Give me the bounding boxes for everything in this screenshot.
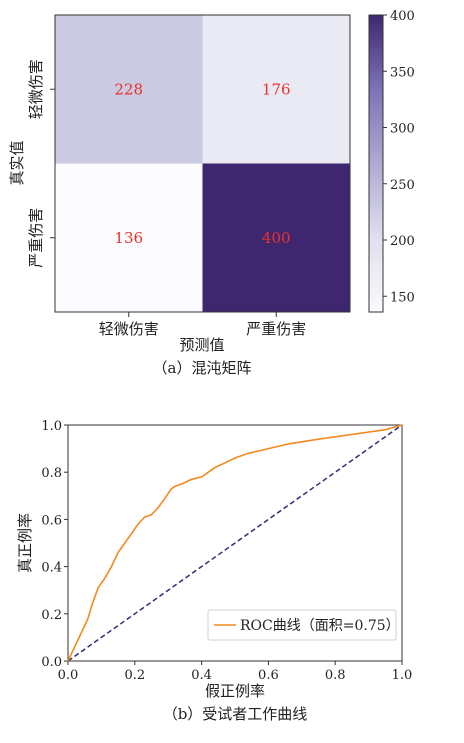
roc-plot-frame (67, 424, 403, 662)
heatmap-y-axis-label: 真实值 (8, 140, 26, 185)
roc-y-tick-label: 0.0 (41, 655, 62, 670)
heatmap-cell (55, 163, 203, 312)
heatmap-frame (54, 14, 351, 313)
heatmap-cell-value: 228 (114, 80, 143, 98)
roc-x-tick-label: 0.4 (191, 668, 212, 683)
heatmap-y-tick-label: 严重伤害 (27, 208, 45, 268)
heatmap-cell-value: 136 (114, 229, 143, 247)
roc-y-tick-label: 0.8 (41, 466, 62, 481)
colorbar-tick-label: 250 (390, 178, 415, 193)
roc-legend: ROC曲线（面积=0.75） (207, 609, 400, 641)
roc-y-ticks: 0.0 0.2 0.4 0.6 0.8 1.0 (41, 419, 68, 670)
heatmap-caption: （a）混沌矩阵 (153, 359, 252, 377)
roc-curve-line (67, 424, 403, 662)
roc-y-axis-label: 真正例率 (16, 513, 34, 573)
heatmap-x-tick-label: 轻微伤害 (99, 320, 159, 338)
colorbar-tick-label: 300 (390, 122, 415, 137)
heatmap-x-ticks: 轻微伤害 严重伤害 (99, 312, 306, 338)
colorbar-tick-label: 350 (390, 65, 415, 80)
roc-y-tick-label: 1.0 (41, 419, 62, 434)
diagonal-reference-line (67, 424, 403, 662)
roc-x-tick-label: 0.6 (258, 668, 279, 683)
heatmap-y-tick-label: 轻微伤害 (27, 59, 45, 119)
heatmap-cell (202, 163, 350, 312)
colorbar-tick-label: 200 (390, 234, 415, 249)
legend-label-roc: ROC曲线（面积=0.75） (240, 618, 400, 634)
heatmap-cell-value: 176 (262, 80, 291, 98)
heatmap-cell-value: 400 (262, 229, 291, 247)
colorbar (368, 14, 384, 313)
heatmap-x-axis-label: 预测值 (179, 336, 224, 354)
legend-box (207, 609, 397, 641)
colorbar-tick-label: 150 (390, 290, 415, 305)
roc-x-axis-label: 假正例率 (205, 682, 265, 700)
roc-y-tick-label: 0.4 (41, 561, 62, 576)
heatmap-cells: 228 176 136 400 (55, 15, 350, 312)
roc-y-tick-label: 0.6 (41, 513, 62, 528)
roc-y-tick-label: 0.2 (41, 608, 62, 623)
roc-caption: （b）受试者工作曲线 (163, 705, 308, 723)
roc-x-tick-label: 0.0 (58, 668, 79, 683)
roc-x-tick-label: 0.2 (124, 668, 145, 683)
roc-x-tick-label: 0.8 (325, 668, 346, 683)
roc-x-ticks: 0.0 0.2 0.4 0.6 0.8 1.0 (58, 661, 413, 683)
colorbar-tick-label: 400 (390, 9, 415, 24)
heatmap-x-tick-label: 严重伤害 (246, 320, 306, 338)
heatmap-cell (202, 15, 350, 164)
roc-chart: 0.0 0.2 0.4 0.6 0.8 1.0 0.0 0.2 0.4 0.6 0.8 1.0 假正… (16, 419, 412, 723)
colorbar-ticks: 150 200 250 300 350 400 (383, 9, 415, 305)
heatmap-cell (55, 15, 203, 164)
roc-series (67, 424, 403, 662)
roc-x-tick-label: 1.0 (392, 668, 413, 683)
